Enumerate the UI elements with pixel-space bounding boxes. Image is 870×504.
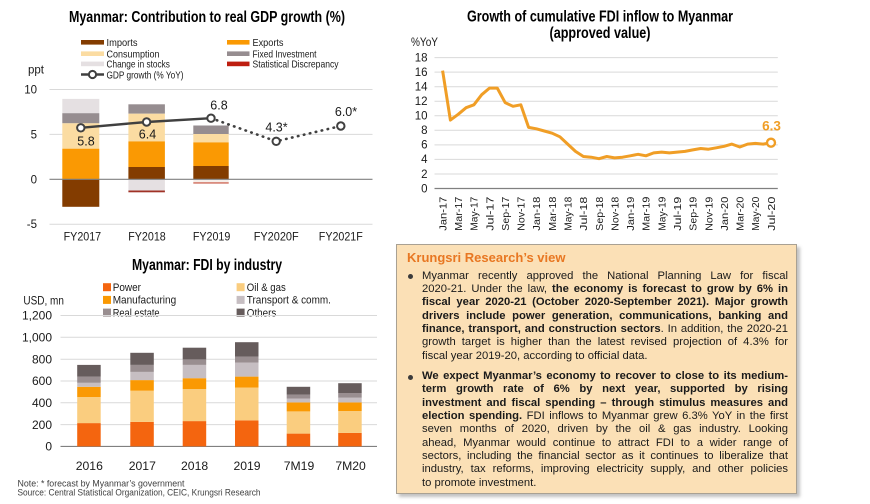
svg-text:Sep-17: Sep-17 [500,197,512,231]
svg-text:4.3*: 4.3* [265,121,287,135]
svg-text:12: 12 [415,96,428,108]
svg-text:FY2020F: FY2020F [254,230,299,244]
svg-text:Jan-20: Jan-20 [719,197,731,231]
svg-text:FY2017: FY2017 [64,230,102,244]
svg-text:May-20: May-20 [750,197,762,231]
svg-text:Jul-18: Jul-18 [578,197,590,231]
svg-text:Transport & comm.: Transport & comm. [247,295,331,307]
svg-text:0: 0 [45,440,52,454]
svg-text:USD, mn: USD, mn [23,295,64,307]
svg-text:Mar-19: Mar-19 [641,197,653,231]
svg-text:0: 0 [421,183,427,195]
svg-text:800: 800 [32,352,52,366]
svg-text:Statistical Discrepancy: Statistical Discrepancy [253,59,340,71]
svg-text:Real estate: Real estate [113,307,160,319]
svg-text:GDP growth (% YoY): GDP growth (% YoY) [107,69,184,81]
svg-text:Mar-20: Mar-20 [735,197,747,231]
svg-text:Nov-17: Nov-17 [516,197,528,231]
svg-text:600: 600 [32,374,52,388]
svg-text:18: 18 [415,52,428,64]
svg-text:400: 400 [32,396,52,410]
svg-text:Nov-19: Nov-19 [703,197,715,231]
svg-text:Nov-18: Nov-18 [609,197,621,231]
svg-text:10: 10 [415,111,428,123]
svg-text:Others: Others [247,307,277,319]
svg-text:May-19: May-19 [656,197,668,231]
svg-text:FY2019: FY2019 [193,230,231,244]
svg-text:Consumption: Consumption [107,48,160,60]
svg-text:Mar-17: Mar-17 [453,197,465,231]
svg-text:Jul-17: Jul-17 [484,197,496,231]
svg-text:Power: Power [113,282,142,294]
svg-text:FY2021F: FY2021F [319,230,363,244]
svg-text:6.0*: 6.0* [335,105,357,119]
svg-text:2: 2 [421,169,427,181]
svg-text:6.4: 6.4 [139,128,156,142]
svg-text:-5: -5 [27,219,37,231]
svg-text:FY2018: FY2018 [128,230,166,244]
svg-text:5.8: 5.8 [77,134,94,148]
svg-text:2019: 2019 [233,459,260,473]
svg-text:10: 10 [24,85,37,97]
svg-text:(approved value): (approved value) [550,25,651,42]
svg-text:Oil & gas: Oil & gas [247,282,286,294]
svg-text:Sep-18: Sep-18 [594,197,606,231]
svg-text:Change in stocks: Change in stocks [107,59,170,71]
svg-text:Jan-17: Jan-17 [437,197,449,231]
svg-text:Jul-20: Jul-20 [766,197,778,231]
svg-text:Growth of cumulative FDI inflo: Growth of cumulative FDI inflow to Myanm… [467,8,733,25]
svg-text:4: 4 [421,154,428,166]
svg-text:ppt: ppt [28,64,45,76]
svg-text:Myanmar: Contribution to real: Myanmar: Contribution to real GDP growth… [69,9,345,26]
svg-text:Sep-19: Sep-19 [688,197,700,231]
svg-text:Fixed Investment: Fixed Investment [253,48,317,60]
svg-text:Mar-18: Mar-18 [547,197,559,231]
svg-text:5: 5 [31,129,37,141]
svg-text:7M19: 7M19 [284,459,315,473]
svg-text:0: 0 [31,174,37,186]
svg-text:Myanmar: FDI by industry: Myanmar: FDI by industry [132,257,282,274]
svg-text:Exports: Exports [253,37,284,49]
svg-text:6.8: 6.8 [210,99,227,113]
svg-text:14: 14 [415,82,428,94]
svg-text:Jul-19: Jul-19 [672,197,684,231]
svg-text:%YoY: %YoY [411,37,438,49]
svg-text:Imports: Imports [107,37,138,49]
svg-text:16: 16 [415,67,428,79]
svg-text:Jan-19: Jan-19 [625,197,637,231]
svg-text:Manufacturing: Manufacturing [113,295,177,307]
svg-text:Jan-18: Jan-18 [531,197,543,231]
svg-text:7M20: 7M20 [335,459,366,473]
svg-text:2016: 2016 [76,459,103,473]
svg-text:Note: * forecast by Myanmar’s: Note: * forecast by Myanmar’s government [18,478,185,489]
svg-text:1,200: 1,200 [22,309,52,323]
svg-text:1,000: 1,000 [22,331,52,345]
svg-text:6: 6 [421,140,427,152]
svg-text:200: 200 [32,418,52,432]
svg-text:8: 8 [421,125,427,137]
svg-text:2018: 2018 [181,459,208,473]
svg-text:2017: 2017 [129,459,156,473]
svg-text:Source: Central Statistical Or: Source: Central Statistical Organization… [18,487,261,498]
svg-text:May-17: May-17 [469,197,481,231]
svg-text:6.3: 6.3 [762,119,781,134]
svg-text:May-18: May-18 [563,197,575,231]
